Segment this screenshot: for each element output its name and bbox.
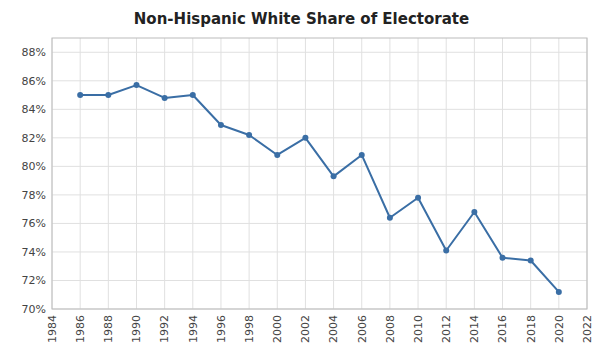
point <box>133 82 139 88</box>
x-tick-label: 2002 <box>299 315 312 343</box>
y-tick-label: 70% <box>22 303 46 316</box>
y-tick-label: 88% <box>22 46 46 59</box>
grid-line <box>474 38 475 309</box>
axes: 70% 72% 74% 76% 78% 80% 82% 84% 86% 88% 1984 1986 19… <box>22 46 594 343</box>
grid-line <box>361 38 362 309</box>
point <box>359 152 365 158</box>
grid-line <box>52 194 587 195</box>
y-tick-label: 84% <box>22 103 46 116</box>
grid-line <box>220 38 221 309</box>
x-tick-label: 1984 <box>46 315 59 343</box>
grid-line <box>446 38 447 309</box>
point <box>471 209 477 215</box>
grid-line <box>277 38 278 309</box>
point <box>77 92 83 98</box>
point <box>162 95 168 101</box>
x-tick-label: 2018 <box>525 315 538 343</box>
x-tick-label: 2006 <box>356 315 369 343</box>
grid-line <box>389 38 390 309</box>
line <box>80 85 559 292</box>
point <box>443 248 449 254</box>
grid <box>52 38 587 309</box>
x-tick-label: 2014 <box>468 315 481 343</box>
grid-line <box>52 251 587 252</box>
point <box>500 255 506 261</box>
x-tick-label: 1986 <box>74 315 87 343</box>
grid-line <box>52 52 587 53</box>
grid-line <box>164 38 165 309</box>
grid-line <box>418 38 419 309</box>
grid-line <box>52 280 587 281</box>
point <box>331 173 337 179</box>
y-tick-label: 72% <box>22 274 46 287</box>
x-tick-label: 2022 <box>581 315 594 343</box>
title: Non-Hispanic White Share of Electorate <box>134 10 469 28</box>
y-tick-label: 78% <box>22 189 46 202</box>
y-tick-label: 76% <box>22 217 46 230</box>
point <box>218 122 224 128</box>
x-tick-label: 1994 <box>187 315 200 343</box>
grid-line <box>52 166 587 167</box>
x-tick-label: 1992 <box>158 315 171 343</box>
grid-line <box>52 223 587 224</box>
x-tick-label: 1998 <box>243 315 256 343</box>
x-tick-label: 1996 <box>215 315 228 343</box>
x-tick-label: 1988 <box>102 315 115 343</box>
y-tick-label: 74% <box>22 246 46 259</box>
plot-frame <box>52 38 587 309</box>
point <box>246 132 252 138</box>
grid-line <box>305 38 306 309</box>
grid-line <box>52 109 587 110</box>
point <box>274 152 280 158</box>
point <box>105 92 111 98</box>
grid-line <box>502 38 503 309</box>
grid-line <box>558 38 559 309</box>
grid-line <box>108 38 109 309</box>
point <box>556 289 562 295</box>
grid-line <box>52 80 587 81</box>
grid-line <box>249 38 250 309</box>
x-tick-label: 2008 <box>384 315 397 343</box>
x-tick-label: 2016 <box>496 315 509 343</box>
grid-line <box>52 137 587 138</box>
x-tick-label: 1990 <box>130 315 143 343</box>
point <box>190 92 196 98</box>
x-tick-label: 2020 <box>553 315 566 343</box>
point <box>387 215 393 221</box>
x-tick-label: 2000 <box>271 315 284 343</box>
y-tick-label: 80% <box>22 160 46 173</box>
series <box>77 82 562 295</box>
chart: Non-Hispanic White Share of Electorate 70… <box>0 0 603 357</box>
y-tick-label: 82% <box>22 132 46 145</box>
point <box>528 258 534 264</box>
x-tick-label: 2004 <box>327 315 340 343</box>
point <box>415 195 421 201</box>
x-tick-label: 2012 <box>440 315 453 343</box>
grid-line <box>192 38 193 309</box>
grid-line <box>530 38 531 309</box>
grid-line <box>80 38 81 309</box>
point <box>302 135 308 141</box>
x-tick-label: 2010 <box>412 315 425 343</box>
grid-line <box>136 38 137 309</box>
y-tick-label: 86% <box>22 75 46 88</box>
